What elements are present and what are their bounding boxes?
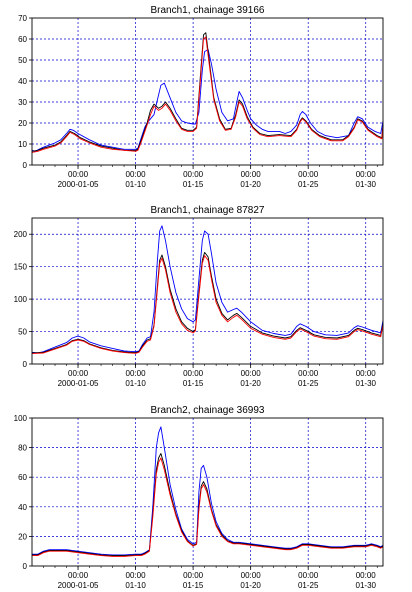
- y-tick-label: 80: [18, 444, 27, 453]
- series-line-3: [31, 255, 384, 355]
- x-tick-time: 00:00: [298, 170, 319, 179]
- x-tick-time: 00:00: [241, 369, 262, 378]
- x-tick-date: 01-20: [240, 581, 261, 590]
- x-tick-date: 01-15: [183, 379, 204, 388]
- x-tick-date: 01-20: [240, 379, 261, 388]
- y-tick-label: 200: [14, 230, 28, 239]
- x-tick-date: 01-25: [298, 180, 319, 189]
- plot-frame: [31, 417, 384, 567]
- y-tick-label: 40: [18, 503, 27, 512]
- chart-title: Branch1, chainage 39166: [151, 5, 265, 16]
- x-tick-date: 01-15: [183, 581, 204, 590]
- x-tick-date: 2000-01-05: [58, 379, 99, 388]
- chart-title: Branch2, chainage 36993: [151, 405, 265, 416]
- y-tick-label: 30: [18, 98, 27, 107]
- x-tick-time: 00:00: [356, 369, 377, 378]
- chart-panel-3: Branch2, chainage 36993 0 20 40 60 80 100 00:00…: [14, 405, 384, 590]
- y-tick-label: 20: [18, 532, 27, 541]
- x-tick-time: 00:00: [68, 571, 89, 580]
- chart-panel-1: Branch1, chainage 39166 0 10 20 30 40 50 60 70 00…: [18, 5, 384, 189]
- series-line-2: [31, 251, 384, 354]
- series-line-1: [32, 426, 384, 556]
- x-tick-date: 01-15: [183, 180, 204, 189]
- y-tick-label: 100: [14, 414, 28, 423]
- plot-frame: [31, 217, 384, 365]
- y-tick-label: 0: [23, 161, 28, 170]
- x-tick-time: 00:00: [126, 571, 147, 580]
- x-tick-date: 01-25: [298, 379, 319, 388]
- y-tick-label: 150: [14, 263, 28, 272]
- y-tick-label: 60: [18, 35, 27, 44]
- x-tick-time: 00:00: [356, 571, 377, 580]
- x-tick-date: 01-20: [240, 180, 261, 189]
- x-tick-date: 01-30: [356, 180, 377, 189]
- series-line-1: [31, 225, 384, 354]
- series-line-2: [32, 453, 384, 557]
- y-tick-label: 20: [18, 119, 27, 128]
- x-tick-time: 00:00: [298, 571, 319, 580]
- x-tick-time: 00:00: [68, 170, 89, 179]
- series-line-3: [32, 457, 384, 557]
- x-tick-time: 00:00: [183, 170, 204, 179]
- y-tick-label: 60: [18, 473, 27, 482]
- x-tick-time: 00:00: [183, 571, 204, 580]
- x-tick-time: 00:00: [241, 170, 262, 179]
- x-tick-time: 00:00: [126, 170, 147, 179]
- y-tick-label: 0: [23, 562, 28, 571]
- x-tick-time: 00:00: [183, 369, 204, 378]
- x-tick-date: 01-10: [125, 581, 146, 590]
- y-tick-label: 100: [14, 295, 28, 304]
- x-tick-date: 01-30: [356, 379, 377, 388]
- series-line-1: [31, 49, 384, 152]
- x-tick-time: 00:00: [241, 571, 262, 580]
- x-tick-date: 01-30: [356, 581, 377, 590]
- chart-title: Branch1, chainage 87827: [151, 205, 265, 216]
- y-tick-label: 40: [18, 77, 27, 86]
- x-tick-time: 00:00: [126, 369, 147, 378]
- x-tick-date: 01-10: [125, 379, 146, 388]
- x-tick-time: 00:00: [298, 369, 319, 378]
- plot-frame: [31, 17, 384, 166]
- y-tick-label: 50: [18, 328, 27, 337]
- x-tick-date: 2000-01-05: [58, 581, 99, 590]
- x-tick-time: 00:00: [68, 369, 89, 378]
- y-tick-label: 10: [18, 140, 27, 149]
- series-line-3: [31, 36, 384, 153]
- x-tick-date: 2000-01-05: [58, 180, 99, 189]
- chart-panel-2: Branch1, chainage 87827 0 50 100 150 200 00:00…: [14, 205, 384, 388]
- y-tick-label: 70: [18, 14, 27, 23]
- x-tick-date: 01-10: [125, 180, 146, 189]
- series-line-2: [31, 32, 384, 152]
- y-tick-label: 0: [23, 360, 28, 369]
- x-tick-date: 01-25: [298, 581, 319, 590]
- y-tick-label: 50: [18, 56, 27, 65]
- x-tick-time: 00:00: [356, 170, 377, 179]
